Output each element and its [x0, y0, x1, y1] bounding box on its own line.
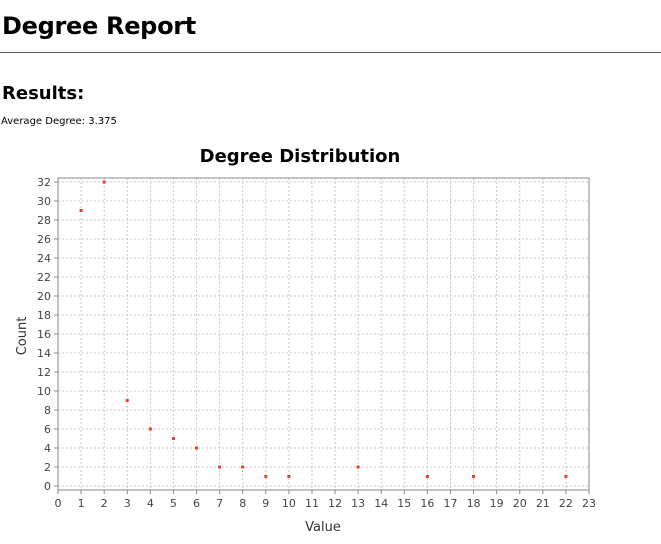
x-tick-label: 19 [490, 497, 504, 510]
x-tick-label: 23 [582, 497, 596, 510]
y-tick-label: 22 [37, 271, 51, 284]
x-tick-label: 12 [328, 497, 342, 510]
data-point [102, 180, 106, 184]
results-heading: Results: [2, 83, 85, 104]
x-tick-label: 16 [420, 497, 434, 510]
data-point [264, 475, 268, 478]
x-tick-label: 18 [467, 497, 481, 510]
y-axis-label: Count [15, 317, 30, 356]
average-degree-line: Average Degree: 3.375 [1, 115, 117, 129]
x-tick-label: 9 [262, 497, 269, 510]
data-point [148, 427, 152, 431]
data-point [241, 465, 245, 469]
x-tick-label: 10 [282, 497, 296, 510]
y-tick-label: 14 [37, 347, 51, 360]
y-tick-label: 16 [37, 328, 51, 341]
x-tick-label: 11 [305, 497, 319, 510]
data-point [125, 399, 129, 402]
x-tick-label: 5 [170, 497, 177, 510]
y-tick-label: 18 [37, 309, 51, 322]
y-tick-label: 32 [37, 176, 51, 189]
y-tick-label: 24 [37, 252, 51, 265]
x-tick-label: 3 [124, 497, 131, 510]
x-tick-label: 15 [397, 497, 411, 510]
y-tick-label: 30 [37, 195, 51, 208]
x-tick-label: 8 [239, 497, 246, 510]
x-tick-label: 0 [55, 497, 62, 510]
y-tick-label: 10 [37, 385, 51, 398]
x-tick-label: 4 [147, 497, 154, 510]
report-title: Degree Report [2, 12, 196, 40]
x-tick-label: 21 [536, 497, 550, 510]
data-point [218, 465, 222, 469]
y-tick-label: 0 [44, 480, 51, 493]
grid-lines [58, 178, 589, 490]
y-tick-label: 6 [44, 423, 51, 436]
x-tick-label: 2 [101, 497, 108, 510]
x-tick-label: 6 [193, 497, 200, 510]
data-point [356, 465, 360, 469]
y-tick-label: 2 [44, 461, 51, 474]
x-axis-label: Value [305, 520, 341, 535]
data-point [287, 475, 291, 478]
average-degree-label: Average Degree: [1, 116, 86, 127]
x-tick-label: 22 [559, 497, 573, 510]
x-tick-label: 7 [216, 497, 223, 510]
data-point [472, 475, 476, 478]
data-points [79, 180, 568, 478]
x-tick-label: 13 [351, 497, 365, 510]
y-tick-label: 12 [37, 366, 51, 379]
y-tick-label: 28 [37, 214, 51, 227]
data-point [564, 475, 568, 478]
data-point [195, 446, 199, 450]
x-axis: 0 1 2 3 4 5 6 7 8 9 10 11 12 13 14 15 16 17 18 19 20 21 22 23 [55, 490, 596, 510]
x-tick-label: 17 [443, 497, 457, 510]
data-point [425, 475, 429, 478]
title-divider [0, 52, 661, 53]
x-tick-label: 20 [513, 497, 527, 510]
degree-distribution-chart: Degree Distribution 0 1 2 3 4 5 6 7 8 9 10 11 12 13 14… [15, 146, 596, 535]
average-degree-value: 3.375 [88, 116, 117, 127]
x-tick-label: 1 [78, 497, 85, 510]
y-tick-label: 20 [37, 290, 51, 303]
x-tick-label: 14 [374, 497, 388, 510]
chart-title: Degree Distribution [200, 146, 401, 167]
data-point [171, 437, 175, 440]
y-tick-label: 26 [37, 233, 51, 246]
data-point [79, 209, 83, 212]
y-tick-label: 4 [44, 442, 51, 455]
y-tick-label: 8 [44, 404, 51, 417]
